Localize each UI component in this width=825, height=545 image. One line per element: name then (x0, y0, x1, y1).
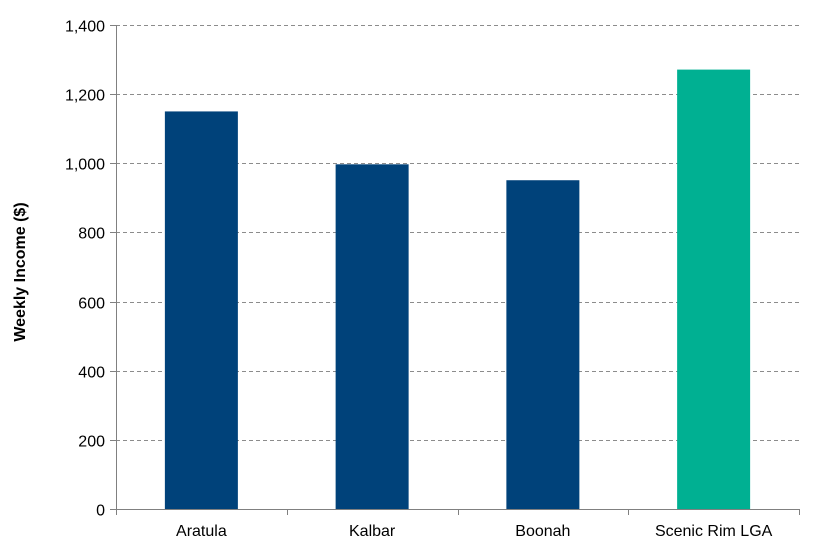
x-tick-label: Scenic Rim LGA (655, 523, 773, 540)
bar-scenic-rim-lga (677, 69, 751, 510)
y-tick-label: 1,000 (65, 157, 105, 174)
x-tick-label: Aratula (176, 523, 227, 540)
bars (164, 69, 751, 510)
y-tick-label: 800 (78, 226, 105, 243)
y-tick-label: 0 (96, 503, 105, 520)
y-tick-label: 1,400 (65, 19, 105, 36)
x-axis-ticks: Aratula Kalbar Boonah Scenic Rim LGA (116, 509, 800, 540)
x-tick-label: Kalbar (349, 523, 396, 540)
y-axis-ticks: 0 200 400 600 800 1,000 1,200 1,400 (65, 19, 116, 520)
bar-boonah (506, 180, 580, 509)
bar-aratula (164, 111, 238, 509)
y-axis-title: Weekly Income ($) (12, 202, 29, 341)
y-tick-label: 1,200 (65, 88, 105, 105)
y-tick-label: 600 (78, 296, 105, 313)
y-tick-label: 400 (78, 365, 105, 382)
axes (116, 25, 799, 510)
bar-kalbar (335, 164, 409, 509)
x-tick-label: Boonah (515, 523, 570, 540)
y-tick-label: 200 (78, 434, 105, 451)
